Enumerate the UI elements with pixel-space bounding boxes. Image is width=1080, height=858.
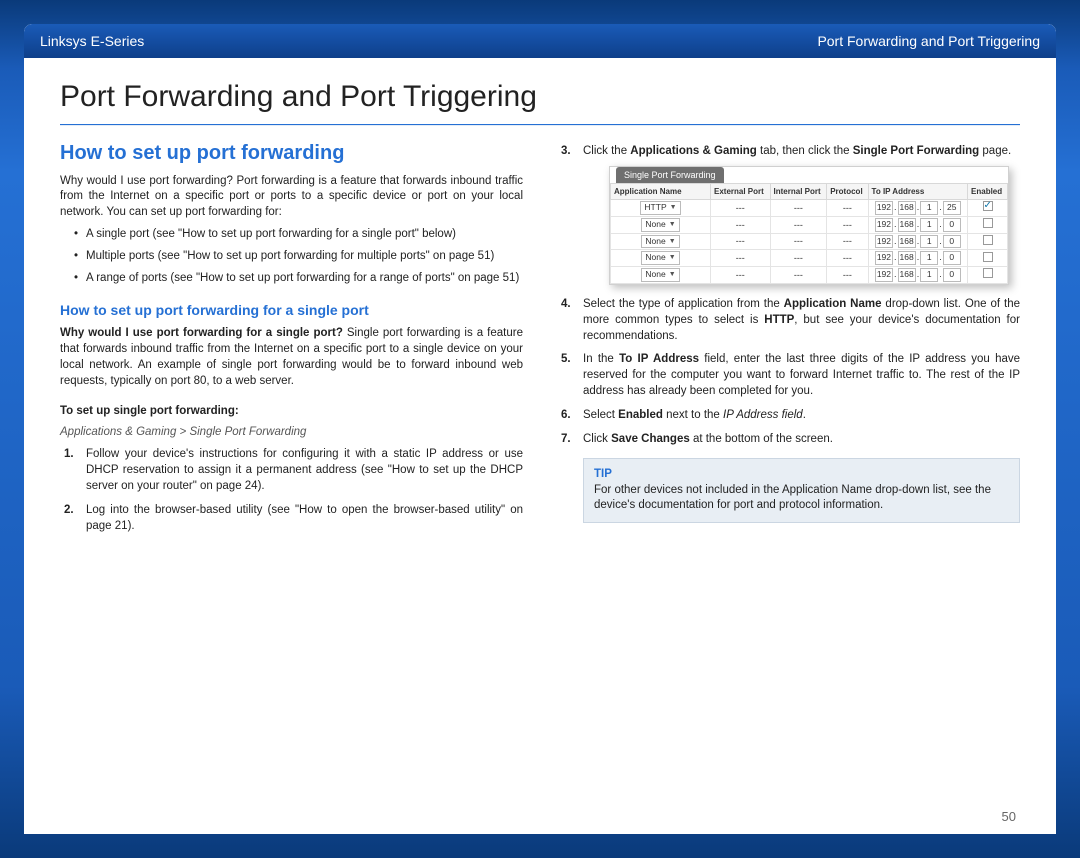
tip-box: TIP For other devices not included in th… [583, 458, 1020, 523]
app-select[interactable]: None ▼ [641, 218, 679, 232]
ui-header-row: Application Name External Port Internal … [611, 184, 1008, 200]
enabled-checkbox[interactable] [983, 235, 993, 245]
header-right: Port Forwarding and Port Triggering [817, 33, 1040, 49]
steps-left: Follow your device's instructions for co… [60, 447, 523, 534]
ui-col-header: External Port [711, 184, 771, 200]
app-select[interactable]: HTTP ▼ [640, 201, 680, 215]
page-title: Port Forwarding and Port Triggering [60, 80, 1020, 114]
step-item: In the To IP Address field, enter the la… [557, 352, 1020, 400]
header-bar: Linksys E-Series Port Forwarding and Por… [24, 24, 1056, 58]
ui-row: None ▼---------192.168.1.0 [611, 250, 1008, 267]
app-select[interactable]: None ▼ [641, 235, 679, 249]
ui-col-header: Application Name [611, 184, 711, 200]
enabled-checkbox[interactable] [983, 201, 993, 211]
step-item: Click the Applications & Gaming tab, the… [557, 144, 1020, 285]
ui-col-header: Protocol [827, 184, 868, 200]
steps-right: Click the Applications & Gaming tab, the… [557, 144, 1020, 448]
ui-row: None ▼---------192.168.1.0 [611, 267, 1008, 284]
enabled-checkbox[interactable] [983, 218, 993, 228]
title-rule [60, 124, 1020, 126]
ui-row: HTTP ▼---------192.168.1.25 [611, 200, 1008, 217]
bullet-item: A range of ports (see "How to set up por… [60, 271, 523, 287]
ui-screenshot: Single Port Forwarding Application Name … [609, 166, 1009, 285]
ui-table: Application Name External Port Internal … [610, 183, 1008, 284]
enabled-checkbox[interactable] [983, 252, 993, 262]
single-port-paragraph: Why would I use port forwarding for a si… [60, 326, 523, 389]
step-item: Select Enabled next to the IP Address fi… [557, 408, 1020, 424]
step-item: Log into the browser-based utility (see … [60, 503, 523, 535]
step-item: Click Save Changes at the bottom of the … [557, 432, 1020, 448]
right-column: Click the Applications & Gaming tab, the… [557, 140, 1020, 543]
section-heading: How to set up port forwarding [60, 140, 523, 168]
page-number: 50 [1002, 809, 1016, 824]
ui-row: None ▼---------192.168.1.0 [611, 217, 1008, 234]
bullet-item: A single port (see "How to set up port f… [60, 227, 523, 243]
app-select[interactable]: None ▼ [641, 251, 679, 265]
document-page: Linksys E-Series Port Forwarding and Por… [24, 24, 1056, 834]
bullet-item: Multiple ports (see "How to set up port … [60, 249, 523, 265]
ui-col-header: Enabled [968, 184, 1008, 200]
header-left: Linksys E-Series [40, 33, 144, 49]
ui-col-header: Internal Port [770, 184, 827, 200]
left-column: How to set up port forwarding Why would … [60, 140, 523, 543]
lead-question: Why would I use port forwarding for a si… [60, 327, 343, 339]
setup-heading: To set up single port forwarding: [60, 404, 523, 420]
breadcrumb: Applications & Gaming > Single Port Forw… [60, 425, 523, 441]
intro-paragraph: Why would I use port forwarding? Port fo… [60, 174, 523, 222]
subsection-heading: How to set up port forwarding for a sing… [60, 301, 523, 320]
columns: How to set up port forwarding Why would … [60, 140, 1020, 543]
ui-col-header: To IP Address [868, 184, 967, 200]
tip-title: TIP [594, 467, 1009, 483]
step-item: Follow your device's instructions for co… [60, 447, 523, 495]
ui-tab-label: Single Port Forwarding [616, 167, 724, 183]
bullet-list: A single port (see "How to set up port f… [60, 227, 523, 287]
ui-row: None ▼---------192.168.1.0 [611, 233, 1008, 250]
step-item: Select the type of application from the … [557, 297, 1020, 345]
app-select[interactable]: None ▼ [641, 268, 679, 282]
tip-body: For other devices not included in the Ap… [594, 483, 1009, 514]
content: Port Forwarding and Port Triggering How … [24, 58, 1056, 555]
enabled-checkbox[interactable] [983, 268, 993, 278]
